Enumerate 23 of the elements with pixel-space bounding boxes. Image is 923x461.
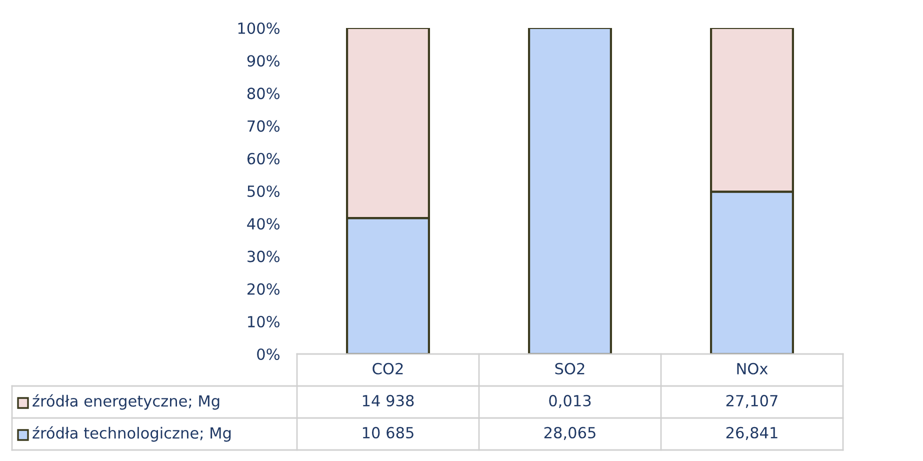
bar: [528, 28, 612, 354]
text: 14 938: [362, 394, 414, 406]
legend-label: źródła energetyczne; Mg: [32, 394, 220, 410]
y-tick-label: 70%: [248, 120, 280, 132]
y-tick-label: 90%: [247, 55, 280, 67]
y-tick-label: 0%: [257, 348, 280, 360]
text: 0,013: [549, 394, 591, 408]
y-tick-label: 30%: [248, 250, 280, 262]
y-tick-label: 40%: [247, 218, 280, 230]
y-tick-label: 60%: [247, 152, 280, 164]
text: 27,107: [726, 394, 778, 408]
y-tick-label: 10%: [248, 316, 280, 328]
y-tick-label: 50%: [248, 185, 280, 198]
x-tick-label: SO2: [555, 362, 584, 374]
y-tick-label: 20%: [247, 283, 280, 295]
y-tick-label: 100%: [238, 22, 280, 34]
text: 28,065: [544, 426, 596, 440]
text: 26,841: [726, 426, 778, 440]
y-tick-label: 80%: [247, 88, 280, 100]
legend-label: źródła technologiczne; Mg: [32, 426, 231, 442]
x-tick-label: NOx: [737, 362, 768, 374]
x-tick-label: CO2: [372, 362, 403, 374]
text: 10 685: [362, 426, 414, 438]
